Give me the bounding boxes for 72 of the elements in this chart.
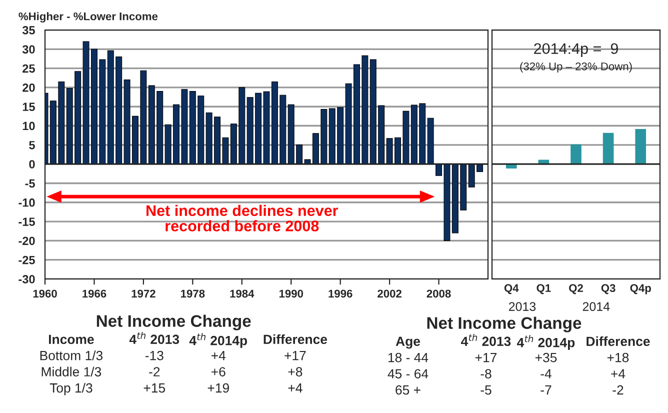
y-tick-label: 25 <box>22 64 35 73</box>
x-tick-label: 1996 <box>328 290 352 298</box>
text: Net Income Change <box>96 314 251 330</box>
text: Difference <box>264 334 328 344</box>
text: +6 <box>212 367 226 376</box>
text: -5 <box>480 385 492 395</box>
y-tick-label: -25 <box>18 256 35 264</box>
x-tick-label: 1984 <box>230 290 254 298</box>
bar <box>427 118 434 164</box>
y-tick-label: -10 <box>18 198 35 207</box>
text: 45 - 64 <box>388 369 428 378</box>
text: 4$^{th}$ 2013 <box>129 332 180 344</box>
text: +4 <box>288 383 302 393</box>
text: +8 <box>288 367 302 376</box>
x-tick-label: Q3 <box>601 284 616 294</box>
text: Difference <box>586 336 650 346</box>
text: Top 1/3 <box>50 382 92 396</box>
y-axis-title: %Higher - %Lower Income <box>18 12 158 23</box>
text: +35 <box>535 352 557 362</box>
y-tick-label: -30 <box>18 275 35 284</box>
text: -2 <box>612 385 624 395</box>
text: +18 <box>607 352 629 362</box>
text: +17 <box>475 353 497 362</box>
text: 4$^{th}$ 2013 <box>461 334 511 346</box>
text: Income <box>48 334 94 344</box>
x-tick-label: Q4p <box>630 284 651 294</box>
x-tick-label: Q2 <box>569 284 583 294</box>
y-tick-label: 35 <box>22 26 35 34</box>
y-tick-label: -20 <box>18 236 35 246</box>
text: -2 <box>149 367 160 376</box>
x-tick-label: Q1 <box>536 284 551 294</box>
bar <box>635 129 646 165</box>
text: +15 <box>144 383 166 393</box>
y-tick-label: 0 <box>29 160 35 168</box>
y-tick-label: 30 <box>22 45 35 54</box>
text: 18 - 44 <box>388 352 428 362</box>
text: 2013 <box>508 302 536 311</box>
y-tick-label: 10 <box>22 122 35 130</box>
annotation: Net income declines never recorded before 2008 <box>146 204 338 232</box>
x-tick-label: 2008 <box>426 290 451 298</box>
text: 4$^{th}$ 2014p <box>516 335 575 350</box>
text: Age <box>396 336 420 349</box>
x-tick-label: 2002 <box>378 290 402 298</box>
x-tick-label: 1960 <box>33 290 57 298</box>
text: 2014 <box>582 302 610 311</box>
text: +19 <box>208 383 229 393</box>
annotation: (32% Up – 23% Down) <box>520 62 632 73</box>
text: 65 + <box>396 385 420 395</box>
text: Net Income Change <box>427 316 582 332</box>
text: -4 <box>540 369 552 378</box>
x-tick-label: 1978 <box>181 290 205 298</box>
text: -13 <box>145 350 164 360</box>
x-tick-label: 1966 <box>82 290 106 298</box>
x-tick-label: 1972 <box>132 290 156 298</box>
text: -8 <box>480 369 492 378</box>
text: +17 <box>284 351 306 360</box>
y-tick-label: -15 <box>18 218 35 226</box>
text: 4$^{th}$ 2014p <box>189 333 248 348</box>
annotation: 2014:4p = 9 <box>534 43 618 58</box>
bar <box>570 144 582 165</box>
y-tick-label: -5 <box>25 179 35 188</box>
text: Bottom 1/3 <box>40 350 103 360</box>
x-tick-label: 1990 <box>279 290 304 298</box>
y-tick-label: 15 <box>22 102 35 112</box>
y-tick-label: 20 <box>22 83 35 92</box>
bar <box>602 132 614 165</box>
text: -7 <box>540 385 552 395</box>
text: +4 <box>611 369 626 378</box>
text: +4 <box>212 351 226 360</box>
y-tick-label: 5 <box>29 141 35 150</box>
x-tick-label: Q4 <box>504 284 519 294</box>
text: Middle 1/3 <box>42 366 102 376</box>
